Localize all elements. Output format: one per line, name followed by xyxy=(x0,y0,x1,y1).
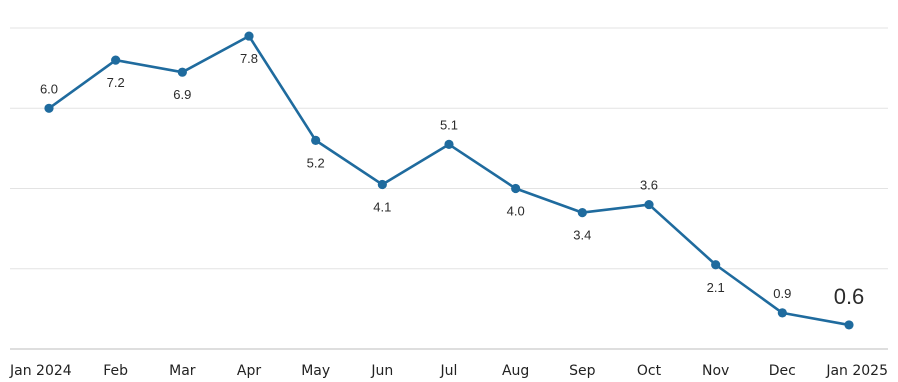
data-point xyxy=(844,320,854,330)
x-tick-label: Nov xyxy=(702,363,729,379)
x-tick-label: Sep xyxy=(569,363,596,379)
x-tick-label: Jul xyxy=(440,363,458,379)
data-label: 2.1 xyxy=(707,280,725,295)
data-label: 5.1 xyxy=(440,117,458,132)
data-label: 0.6 xyxy=(834,284,865,309)
x-tick-label: Feb xyxy=(103,363,128,379)
data-label: 4.1 xyxy=(373,200,391,215)
data-point xyxy=(711,260,721,270)
data-label: 7.2 xyxy=(107,75,125,90)
x-tick-label: Jun xyxy=(370,363,393,379)
data-labels: 6.0 7.2 6.9 7.8 5.2 4.1 5.1 4.0 3.4 3.6 2.1 0.9 0.6 xyxy=(40,51,864,309)
x-tick-label: Jan 2024 xyxy=(9,363,72,379)
data-point xyxy=(644,199,654,210)
x-tick-label: Dec xyxy=(769,363,796,379)
data-point xyxy=(777,308,787,318)
data-point xyxy=(444,139,454,149)
x-tick-label: Jan 2025 xyxy=(825,363,888,379)
data-point xyxy=(511,183,521,194)
x-tick-label: May xyxy=(301,363,330,379)
x-axis-ticks: Jan 2024 Feb Mar Apr May Jun Jul Aug Sep Oct Nov De… xyxy=(9,363,888,379)
x-tick-label: Aug xyxy=(502,363,529,379)
data-label: 6.9 xyxy=(173,87,191,102)
data-point xyxy=(44,103,54,113)
data-point xyxy=(177,67,187,77)
data-label: 0.9 xyxy=(773,286,791,301)
x-tick-label: Apr xyxy=(237,363,261,379)
data-point xyxy=(377,179,387,190)
series-group xyxy=(44,31,854,330)
data-label: 6.0 xyxy=(40,81,58,96)
data-label: 4.0 xyxy=(507,204,525,219)
series-line xyxy=(47,34,851,327)
x-tick-label: Mar xyxy=(169,363,196,379)
x-tick-label: Oct xyxy=(637,363,662,379)
data-point xyxy=(311,135,321,145)
data-label: 5.2 xyxy=(307,155,325,170)
data-point xyxy=(577,208,587,218)
gridlines xyxy=(10,27,888,350)
data-label: 3.6 xyxy=(640,178,658,193)
data-point xyxy=(244,31,254,41)
data-label: 3.4 xyxy=(573,228,591,243)
data-label: 7.8 xyxy=(240,51,258,66)
data-point xyxy=(111,55,121,65)
